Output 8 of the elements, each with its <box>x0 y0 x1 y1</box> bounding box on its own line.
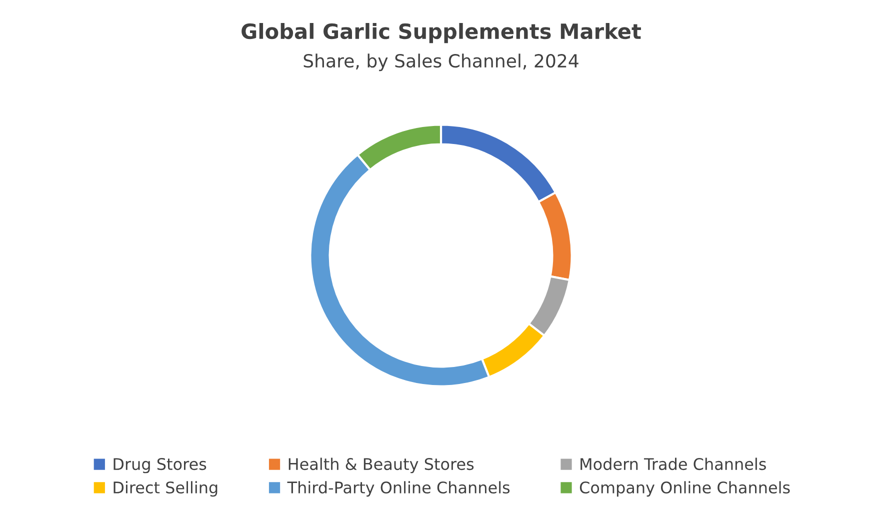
chart-subtitle: Share, by Sales Channel, 2024 <box>304 54 578 72</box>
chart-title: Global Garlic Supplements Market <box>242 22 641 44</box>
legend-label: Company Online Channels <box>580 481 790 497</box>
legend-label: Direct Selling <box>114 481 218 497</box>
legend-label: Third-Party Online Channels <box>287 481 510 497</box>
legend-label: Modern Trade Channels <box>580 458 766 470</box>
legend-label: Health & Beauty Stores <box>288 458 474 474</box>
legend-label: Drug Stores <box>114 458 206 474</box>
